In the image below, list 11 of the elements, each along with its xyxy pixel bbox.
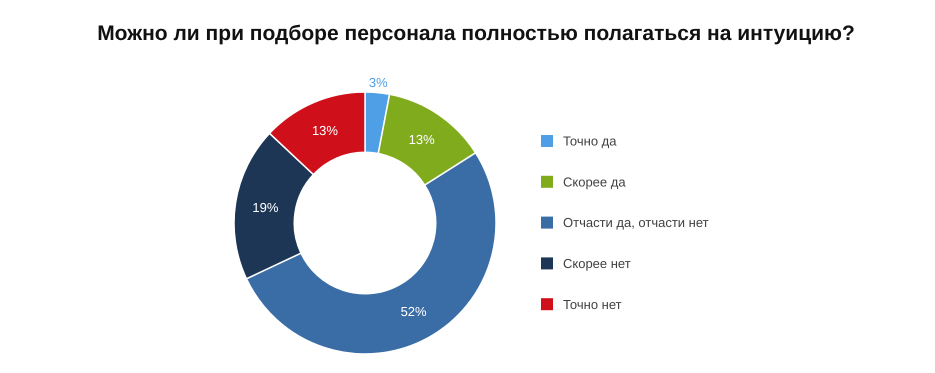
data-label: 13% [312,122,338,138]
data-label: 19% [252,200,279,215]
legend-label: Скорее нет [563,256,631,271]
legend-label: Скорее да [563,174,626,190]
legend-label: Отчасти да, отчасти нет [563,215,709,230]
data-label: 52% [400,304,428,319]
chart-title: Можно ли при подборе персонала полностью полагаться на интуицию? [97,22,855,45]
legend-label: Точно да [563,134,618,149]
legend-label: Точно нет [563,296,622,312]
data-label: 13% [408,132,436,148]
data-label: 3% [368,75,388,90]
